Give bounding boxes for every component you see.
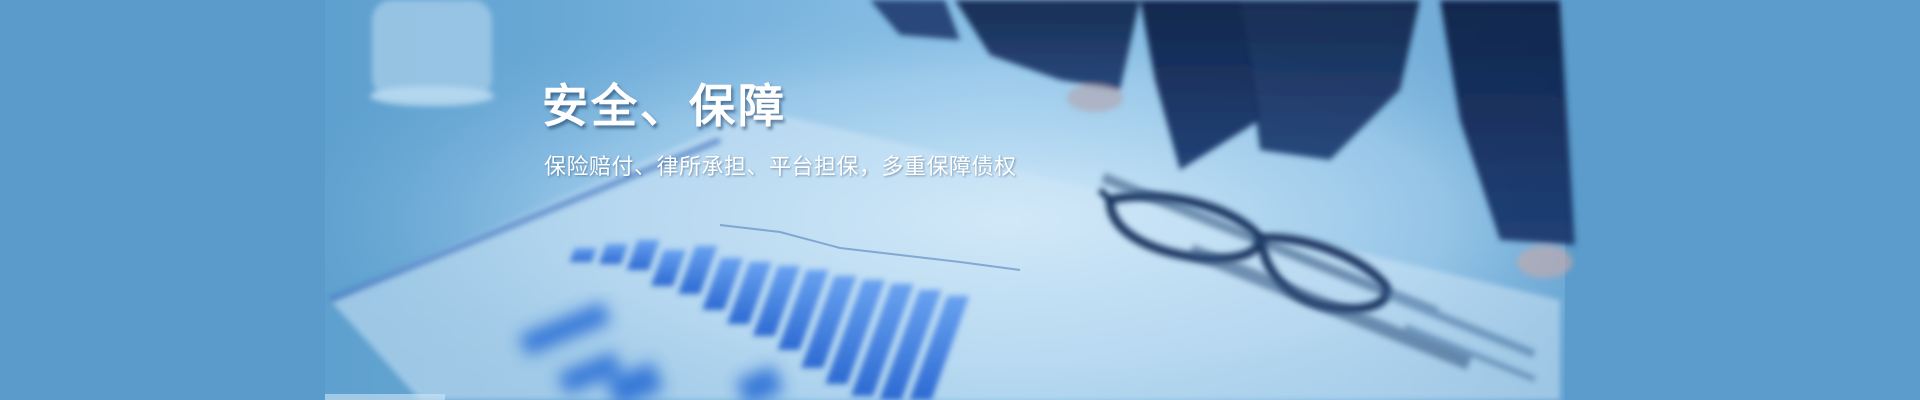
business-people-figure: [870, 0, 1575, 278]
right-edge-panel: [1565, 0, 1920, 400]
bottom-edge-strip: [325, 394, 445, 400]
left-edge-panel: [0, 0, 325, 400]
chart-trend-line: [719, 224, 1021, 271]
document-sheet: [330, 110, 1560, 400]
banner-title: 安全、保障: [542, 79, 787, 133]
banner-subtitle: 保险赔付、律所承担、平台担保，多重保障债权: [544, 155, 1017, 180]
chart-bars-foreground: [519, 301, 784, 400]
chart-bars-graphic: [569, 240, 970, 400]
pencil-cup-icon: [370, 0, 494, 106]
newspaper-print: [1101, 172, 1537, 383]
pen-icon: [328, 137, 722, 303]
